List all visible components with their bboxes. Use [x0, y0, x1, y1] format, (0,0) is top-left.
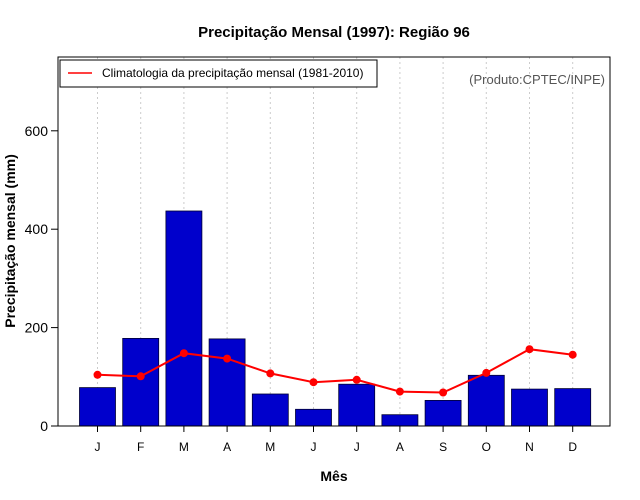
climatology-series: [93, 345, 577, 397]
bar-2: [122, 337, 160, 427]
climatology-point-4: [223, 354, 232, 363]
x-tick-label: O: [482, 440, 491, 454]
chart-title: Precipitação Mensal (1997): Região 96: [198, 24, 470, 41]
x-tick-label: M: [179, 440, 189, 454]
climatology-point-5: [266, 369, 275, 378]
x-tick-label: N: [525, 440, 534, 454]
climatology-point-2: [136, 372, 145, 381]
x-tick-label: J: [95, 440, 101, 454]
bar-10: [467, 374, 505, 427]
bar-4: [208, 338, 246, 427]
climatology-line: [97, 348, 573, 394]
climatology-point-9: [439, 388, 448, 397]
y-tick-label: 600: [25, 123, 49, 139]
bar-12: [554, 388, 592, 427]
x-tick-label: A: [223, 440, 231, 454]
y-tick-label: 200: [25, 320, 49, 336]
x-tick-label: D: [568, 440, 577, 454]
plot-border: [57, 56, 611, 427]
legend-box: [59, 59, 378, 88]
bar-9: [424, 399, 462, 427]
bar-8: [381, 414, 419, 427]
x-tick-label: A: [396, 440, 404, 454]
y-axis: 0 200 400 600: [25, 123, 58, 434]
y-tick-label: 400: [25, 221, 49, 237]
product-credit: (Produto:CPTEC/INPE): [469, 72, 605, 87]
climatology-point-1: [93, 370, 102, 379]
y-tick-label: 0: [40, 418, 48, 434]
legend: Climatologia da precipitação mensal (198…: [59, 59, 378, 88]
legend-entry-climatology: Climatologia da precipitação mensal (198…: [102, 66, 363, 80]
x-tick-label: J: [311, 440, 317, 454]
bar-7: [338, 383, 376, 427]
climatology-point-11: [525, 345, 534, 354]
bar-5: [251, 393, 289, 427]
climatology-point-10: [482, 368, 491, 377]
x-axis-label: Mês: [320, 468, 347, 484]
climatology-point-3: [179, 349, 188, 358]
x-tick-label: F: [137, 440, 144, 454]
grid-lines: [97, 57, 574, 426]
climatology-point-8: [395, 387, 404, 396]
x-tick-label: J: [354, 440, 360, 454]
bars: [79, 210, 592, 427]
climatology-point-7: [352, 375, 361, 384]
x-tick-label: M: [265, 440, 275, 454]
y-axis-label: Precipitação mensal (mm): [2, 154, 18, 328]
climatology-point-6: [309, 378, 318, 387]
x-tick-label: S: [439, 440, 447, 454]
bar-6: [295, 408, 332, 427]
climatology-point-12: [568, 350, 577, 359]
bar-11: [511, 388, 548, 427]
bar-1: [79, 387, 116, 427]
bar-3: [165, 210, 203, 427]
